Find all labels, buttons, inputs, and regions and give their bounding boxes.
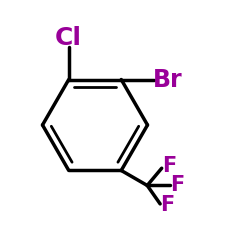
Text: F: F — [160, 195, 174, 215]
Text: Br: Br — [153, 68, 182, 92]
Text: F: F — [162, 156, 177, 176]
Text: F: F — [170, 176, 185, 196]
Text: Cl: Cl — [55, 26, 82, 50]
